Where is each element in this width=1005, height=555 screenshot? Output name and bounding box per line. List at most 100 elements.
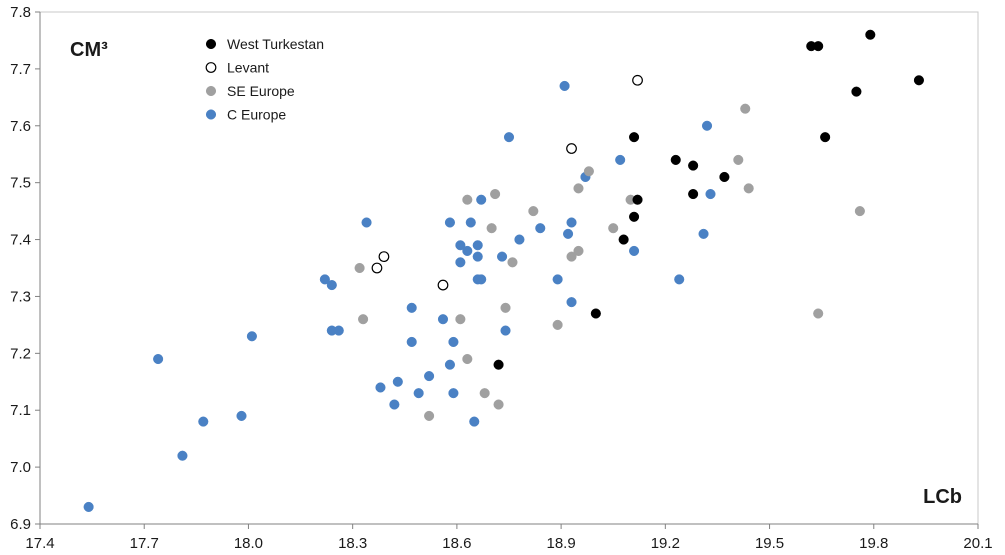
point-west-turkestan	[670, 154, 681, 165]
x-tick-label: 19.2	[651, 535, 680, 552]
point-c-europe	[448, 336, 459, 348]
point-c-europe	[326, 280, 337, 291]
point-west-turkestan	[913, 75, 924, 86]
y-axis-ticks: 6.9 7.0 7.1 7.2 7.3 7.4 7.5 7.6 7.7 7.8	[10, 4, 40, 533]
point-c-europe	[472, 240, 483, 251]
point-c-europe	[674, 274, 685, 285]
point-levant	[378, 251, 390, 263]
point-c-europe	[615, 154, 626, 165]
point-c-europe	[698, 228, 709, 239]
point-c-europe	[361, 217, 372, 228]
legend-label-se-europe: SE Europe	[227, 83, 295, 99]
point-se-europe	[455, 314, 466, 325]
x-tick-label: 20.1	[963, 535, 992, 552]
point-se-europe	[500, 302, 511, 313]
point-c-europe	[497, 251, 508, 262]
point-c-europe	[503, 132, 515, 143]
point-c-europe	[392, 376, 403, 387]
point-west-turkestan	[851, 86, 862, 97]
point-west-turkestan	[719, 171, 730, 183]
y-tick-label: 7.7	[10, 61, 31, 78]
point-west-turkestan	[688, 160, 699, 171]
x-tick-label: 19.8	[859, 535, 888, 552]
legend: West Turkestan Levant SE Europe C Europe	[205, 36, 324, 123]
point-levant	[371, 262, 383, 274]
point-west-turkestan	[820, 132, 831, 143]
point-se-europe	[854, 206, 865, 217]
point-c-europe	[153, 353, 164, 365]
point-c-europe	[177, 450, 188, 461]
point-se-europe	[528, 206, 539, 217]
point-west-turkestan	[590, 308, 601, 319]
point-se-europe	[462, 353, 473, 365]
point-c-europe	[500, 325, 511, 336]
point-c-europe	[559, 80, 570, 92]
point-c-europe	[629, 245, 640, 256]
point-levant	[437, 279, 449, 291]
y-tick-label: 7.5	[10, 175, 31, 192]
legend-marker-c-europe	[205, 109, 217, 120]
point-c-europe	[465, 217, 476, 228]
y-tick-label: 7.8	[10, 4, 31, 21]
point-se-europe	[424, 410, 435, 421]
y-tick-label: 7.4	[10, 232, 31, 249]
x-axis-title: LCb	[923, 486, 962, 508]
point-west-turkestan	[632, 194, 643, 205]
point-se-europe	[573, 245, 584, 256]
point-se-europe	[733, 154, 744, 165]
point-se-europe	[566, 251, 577, 262]
legend-label-west-turkestan: West Turkestan	[227, 36, 324, 52]
x-tick-label: 18.0	[234, 535, 263, 552]
point-west-turkestan	[493, 359, 504, 370]
legend-marker-se-europe	[205, 85, 217, 97]
point-c-europe	[476, 274, 487, 285]
point-west-turkestan	[688, 188, 699, 200]
legend-label-levant: Levant	[227, 60, 269, 76]
point-west-turkestan	[629, 132, 640, 143]
point-se-europe	[354, 262, 365, 274]
point-se-europe	[479, 388, 490, 399]
data-points	[83, 29, 924, 512]
point-se-europe	[573, 183, 584, 194]
plot-frame	[39, 11, 979, 525]
point-se-europe	[743, 183, 754, 194]
y-tick-label: 7.1	[10, 402, 31, 419]
point-c-europe	[472, 251, 483, 262]
point-c-europe	[455, 257, 466, 268]
y-axis-title: CM³	[70, 39, 108, 61]
y-tick-label: 7.6	[10, 118, 31, 135]
x-tick-label: 18.6	[442, 535, 471, 552]
point-se-europe	[462, 194, 473, 205]
point-se-europe	[507, 257, 518, 268]
point-c-europe	[319, 274, 330, 285]
point-levant	[566, 143, 577, 154]
point-c-europe	[566, 217, 577, 228]
point-c-europe	[462, 245, 473, 256]
point-c-europe	[389, 399, 400, 410]
point-c-europe	[563, 228, 574, 239]
point-c-europe	[246, 331, 257, 342]
point-c-europe	[437, 314, 449, 325]
point-c-europe	[406, 302, 417, 313]
point-c-europe	[455, 240, 466, 251]
point-c-europe	[83, 501, 94, 512]
y-tick-label: 7.0	[10, 459, 31, 476]
point-c-europe	[552, 274, 563, 285]
x-tick-label: 19.5	[755, 535, 784, 552]
point-c-europe	[444, 217, 455, 228]
y-tick-label: 6.9	[10, 516, 31, 533]
y-tick-label: 7.2	[10, 345, 31, 362]
point-levant	[632, 74, 643, 86]
point-se-europe	[490, 188, 501, 200]
x-tick-label: 17.7	[130, 535, 159, 552]
point-c-europe	[469, 416, 480, 427]
legend-marker-levant	[205, 62, 217, 73]
point-west-turkestan	[813, 41, 824, 52]
point-c-europe	[375, 382, 386, 393]
point-c-europe	[705, 188, 716, 200]
point-c-europe	[413, 388, 424, 399]
point-se-europe	[552, 319, 563, 330]
point-c-europe	[514, 234, 525, 245]
point-c-europe	[566, 297, 577, 308]
